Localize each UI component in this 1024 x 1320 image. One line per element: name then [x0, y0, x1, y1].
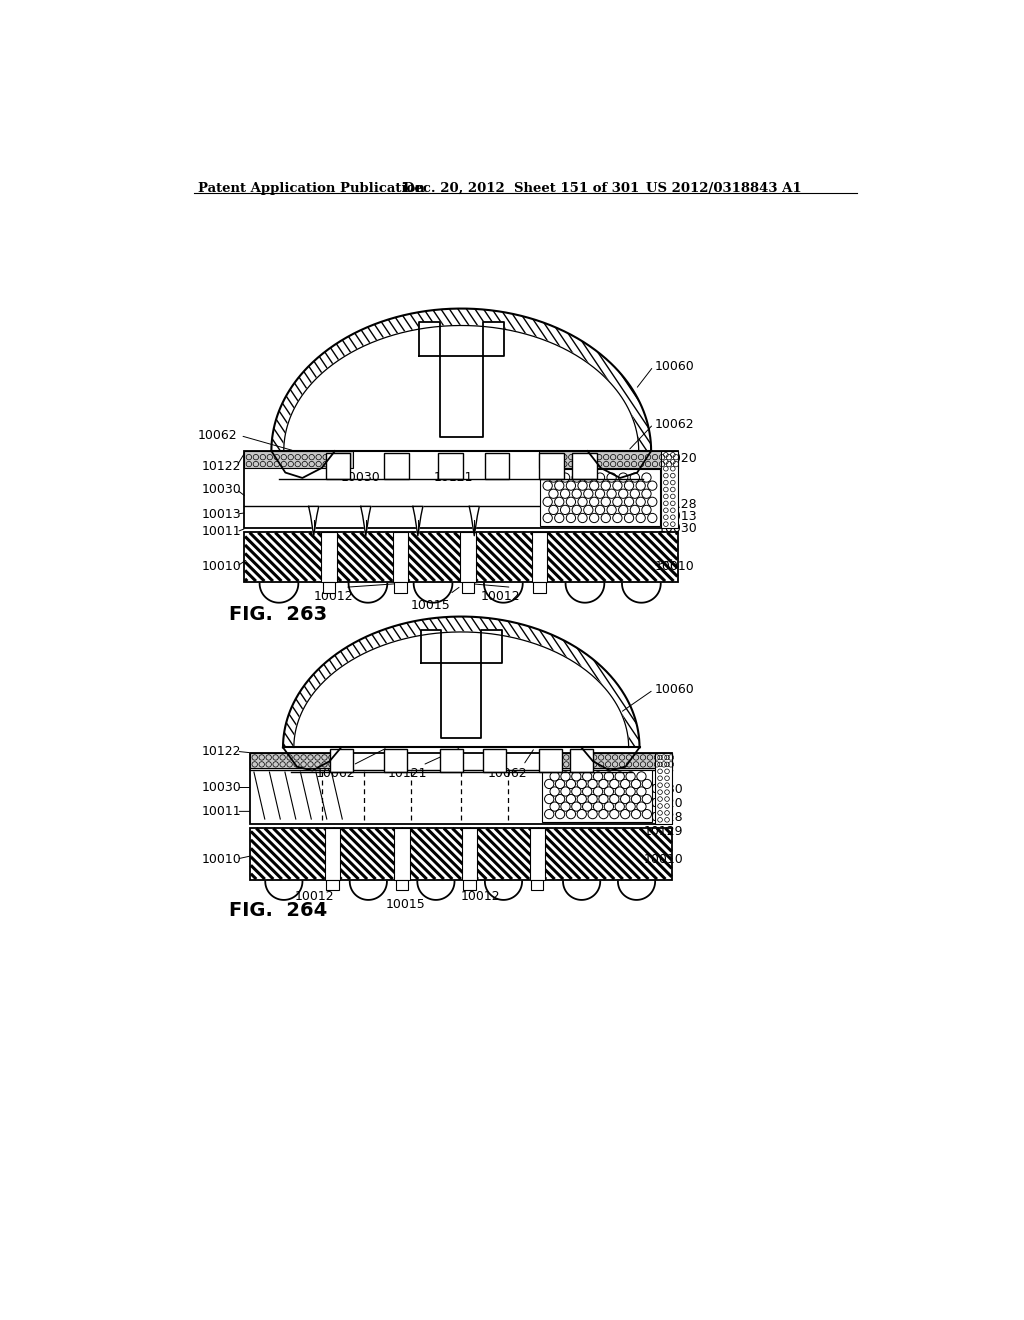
Bar	[464, 880, 476, 890]
Text: FIG.  263: FIG. 263	[228, 605, 327, 624]
Bar	[462, 582, 474, 593]
Polygon shape	[294, 632, 629, 747]
Bar	[384, 453, 409, 479]
Bar	[250, 828, 673, 880]
Text: 10010: 10010	[202, 853, 242, 866]
Text: FIG.  264: FIG. 264	[228, 902, 327, 920]
Text: 10030: 10030	[202, 781, 242, 795]
Text: 10122: 10122	[202, 459, 241, 473]
Polygon shape	[284, 326, 639, 451]
Polygon shape	[413, 507, 423, 536]
Bar	[655, 752, 673, 824]
Text: 10120: 10120	[643, 797, 683, 810]
Polygon shape	[419, 322, 504, 437]
Bar	[541, 752, 673, 768]
Bar	[460, 532, 475, 582]
Text: 10030: 10030	[562, 469, 602, 482]
Bar	[393, 532, 409, 582]
Text: 10129: 10129	[643, 825, 683, 838]
Bar	[250, 752, 347, 768]
Bar	[539, 453, 563, 479]
Bar	[462, 828, 477, 880]
Bar	[245, 451, 678, 528]
Text: 10015: 10015	[386, 898, 425, 911]
Text: 10013: 10013	[657, 510, 697, 523]
Text: 10062: 10062	[655, 417, 694, 430]
Text: 10030: 10030	[341, 471, 380, 484]
Bar	[327, 880, 339, 890]
Text: 10010: 10010	[202, 560, 242, 573]
Text: 10030: 10030	[202, 483, 242, 496]
Text: Dec. 20, 2012  Sheet 151 of 301: Dec. 20, 2012 Sheet 151 of 301	[403, 182, 639, 194]
Polygon shape	[469, 507, 479, 536]
Text: 10010: 10010	[643, 853, 683, 866]
Bar	[245, 451, 352, 469]
Text: 10121: 10121	[387, 767, 427, 780]
Bar	[541, 470, 660, 527]
Bar	[245, 532, 678, 582]
Text: 10122: 10122	[202, 744, 241, 758]
Polygon shape	[308, 507, 318, 536]
Text: 10062: 10062	[488, 767, 527, 780]
Text: 10128: 10128	[657, 499, 697, 511]
Text: 10020: 10020	[657, 453, 697, 465]
Bar	[662, 451, 678, 528]
Text: 10128: 10128	[643, 810, 683, 824]
Text: 10060: 10060	[655, 684, 694, 696]
Bar	[250, 752, 673, 824]
Text: 10011: 10011	[202, 805, 242, 818]
Bar	[438, 453, 463, 479]
Polygon shape	[421, 631, 502, 738]
Text: 10121: 10121	[434, 471, 473, 484]
Bar	[396, 880, 409, 890]
Bar	[572, 453, 597, 479]
Text: 10012: 10012	[313, 590, 353, 603]
Text: 10013: 10013	[202, 508, 242, 520]
Bar	[439, 748, 463, 772]
Text: 10010: 10010	[655, 560, 694, 573]
Bar	[569, 748, 593, 772]
Text: 10015: 10015	[411, 599, 451, 612]
Bar	[543, 770, 652, 822]
Text: US 2012/0318843 A1: US 2012/0318843 A1	[646, 182, 802, 194]
Bar	[529, 828, 545, 880]
Text: 10060: 10060	[655, 360, 694, 372]
Bar	[483, 748, 506, 772]
Bar	[394, 582, 407, 593]
Bar	[330, 748, 352, 772]
Text: 10030: 10030	[643, 783, 683, 796]
Bar	[534, 582, 546, 593]
Bar	[531, 880, 544, 890]
Bar	[384, 748, 407, 772]
Polygon shape	[360, 507, 371, 536]
Bar	[326, 453, 350, 479]
Text: 10012: 10012	[461, 890, 501, 903]
Bar	[325, 828, 340, 880]
Text: 10062: 10062	[315, 767, 355, 780]
Bar	[484, 453, 509, 479]
Bar	[539, 748, 562, 772]
Bar	[531, 532, 547, 582]
Bar	[539, 451, 678, 469]
Bar	[323, 582, 335, 593]
Text: Patent Application Publication: Patent Application Publication	[198, 182, 425, 194]
Text: 10062: 10062	[198, 429, 238, 442]
Text: 10012: 10012	[294, 890, 334, 903]
Text: 10012: 10012	[480, 590, 520, 603]
Text: 10011: 10011	[202, 525, 242, 539]
Bar	[322, 532, 337, 582]
Bar	[394, 828, 410, 880]
Text: 10030: 10030	[657, 521, 697, 535]
